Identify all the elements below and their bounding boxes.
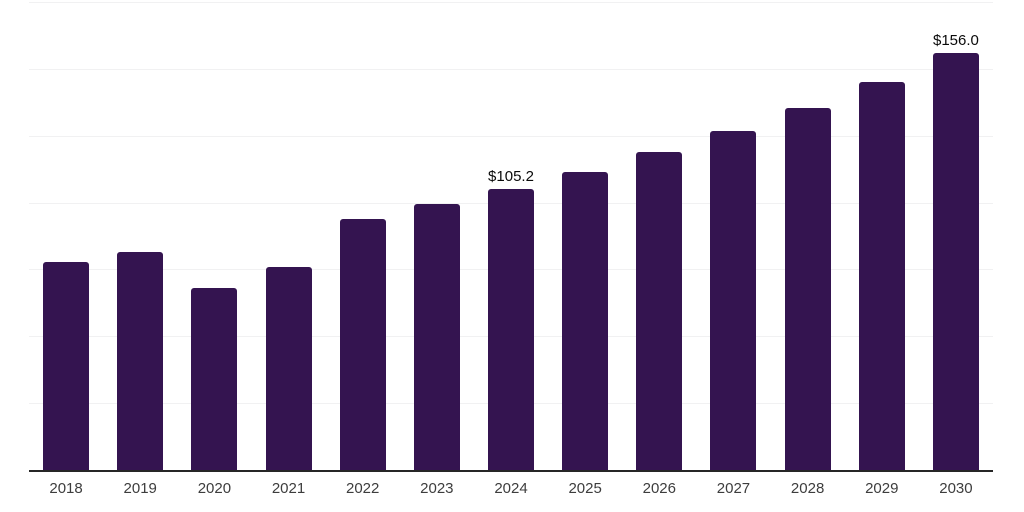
value-label-2030: $156.0 <box>932 31 979 49</box>
x-axis-tick-labels: 2018 2019 2020 2021 2022 2023 2024 2025 2026 2027… <box>29 481 993 501</box>
bar-2025 <box>562 172 609 470</box>
x-tick-label-2024: 2024 <box>494 480 528 497</box>
x-tick-label-2021: 2021 <box>271 480 306 497</box>
x-tick-label-2029: 2029 <box>865 480 899 497</box>
bar-2028 <box>784 108 831 470</box>
x-tick-label-2023: 2023 <box>420 480 454 497</box>
gridline-y-175 <box>29 2 993 3</box>
x-tick-label-2028: 2028 <box>790 480 825 497</box>
x-tick-label-2025: 2025 <box>568 480 602 497</box>
bar-2030 <box>932 52 979 470</box>
x-tick-label-2026: 2026 <box>642 480 676 497</box>
bar-2027 <box>710 130 757 470</box>
gridline-y-150 <box>29 68 993 70</box>
x-tick-label-2020: 2020 <box>197 480 232 497</box>
x-tick-label-2018: 2018 <box>49 480 83 497</box>
value-label-2024: $105.2 <box>488 167 534 185</box>
bar-2019 <box>117 252 164 470</box>
bar-2018 <box>43 262 90 470</box>
bar-2029 <box>858 82 905 470</box>
x-tick-label-2022: 2022 <box>346 480 380 497</box>
x-tick-label-2030: 2030 <box>939 480 973 497</box>
plot-area: $105.2 $156.0 <box>29 0 993 472</box>
x-tick-label-2027: 2027 <box>716 480 751 497</box>
x-axis-line <box>29 470 993 472</box>
bar-2026 <box>636 151 683 470</box>
gridline-y-125 <box>29 135 993 137</box>
x-tick-label-2019: 2019 <box>123 480 157 497</box>
bar-2020 <box>191 287 238 470</box>
bar-2022 <box>339 218 386 470</box>
bar-2021 <box>265 266 312 470</box>
bar-2024 <box>488 188 534 470</box>
bar-2023 <box>413 204 460 470</box>
